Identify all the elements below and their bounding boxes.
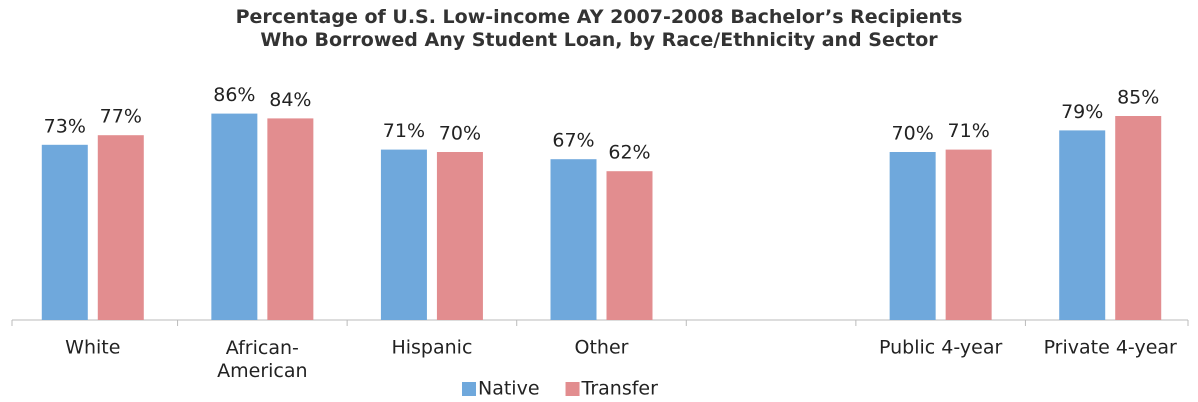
data-label: 67% [552, 130, 594, 152]
legend-label: Transfer [581, 378, 659, 400]
x-tick-label: Private 4-year [1044, 337, 1177, 359]
bar [1115, 116, 1162, 320]
data-label: 77% [100, 106, 142, 128]
bar [436, 152, 483, 320]
bar [380, 149, 427, 320]
data-label: 71% [383, 120, 425, 142]
bar [1059, 130, 1106, 320]
data-label: 79% [1061, 101, 1103, 123]
legend-swatch [462, 382, 476, 396]
x-tick-label: African-American [217, 337, 307, 382]
data-label: 70% [439, 123, 481, 145]
x-tick-label: White [65, 337, 120, 359]
bar [41, 144, 88, 320]
data-label: 86% [213, 84, 255, 106]
x-tick-label: Public 4-year [879, 337, 1002, 359]
chart-title: Percentage of U.S. Low-income AY 2007-20… [235, 6, 963, 51]
data-label: 84% [269, 89, 311, 111]
legend-swatch [565, 382, 580, 396]
bar [267, 118, 314, 321]
data-label: 73% [44, 115, 86, 137]
x-tick-label: Hispanic [391, 337, 472, 359]
data-label: 71% [948, 120, 990, 142]
x-tick-label: Other [575, 337, 629, 359]
data-label: 70% [892, 123, 934, 145]
legend-label: Native [478, 378, 540, 400]
data-label: 85% [1117, 87, 1159, 109]
bar [945, 149, 992, 320]
bar [97, 135, 144, 320]
bar [211, 113, 258, 320]
bar [550, 159, 597, 320]
bar [606, 171, 653, 320]
data-label: 62% [608, 142, 650, 164]
bar [889, 152, 936, 320]
